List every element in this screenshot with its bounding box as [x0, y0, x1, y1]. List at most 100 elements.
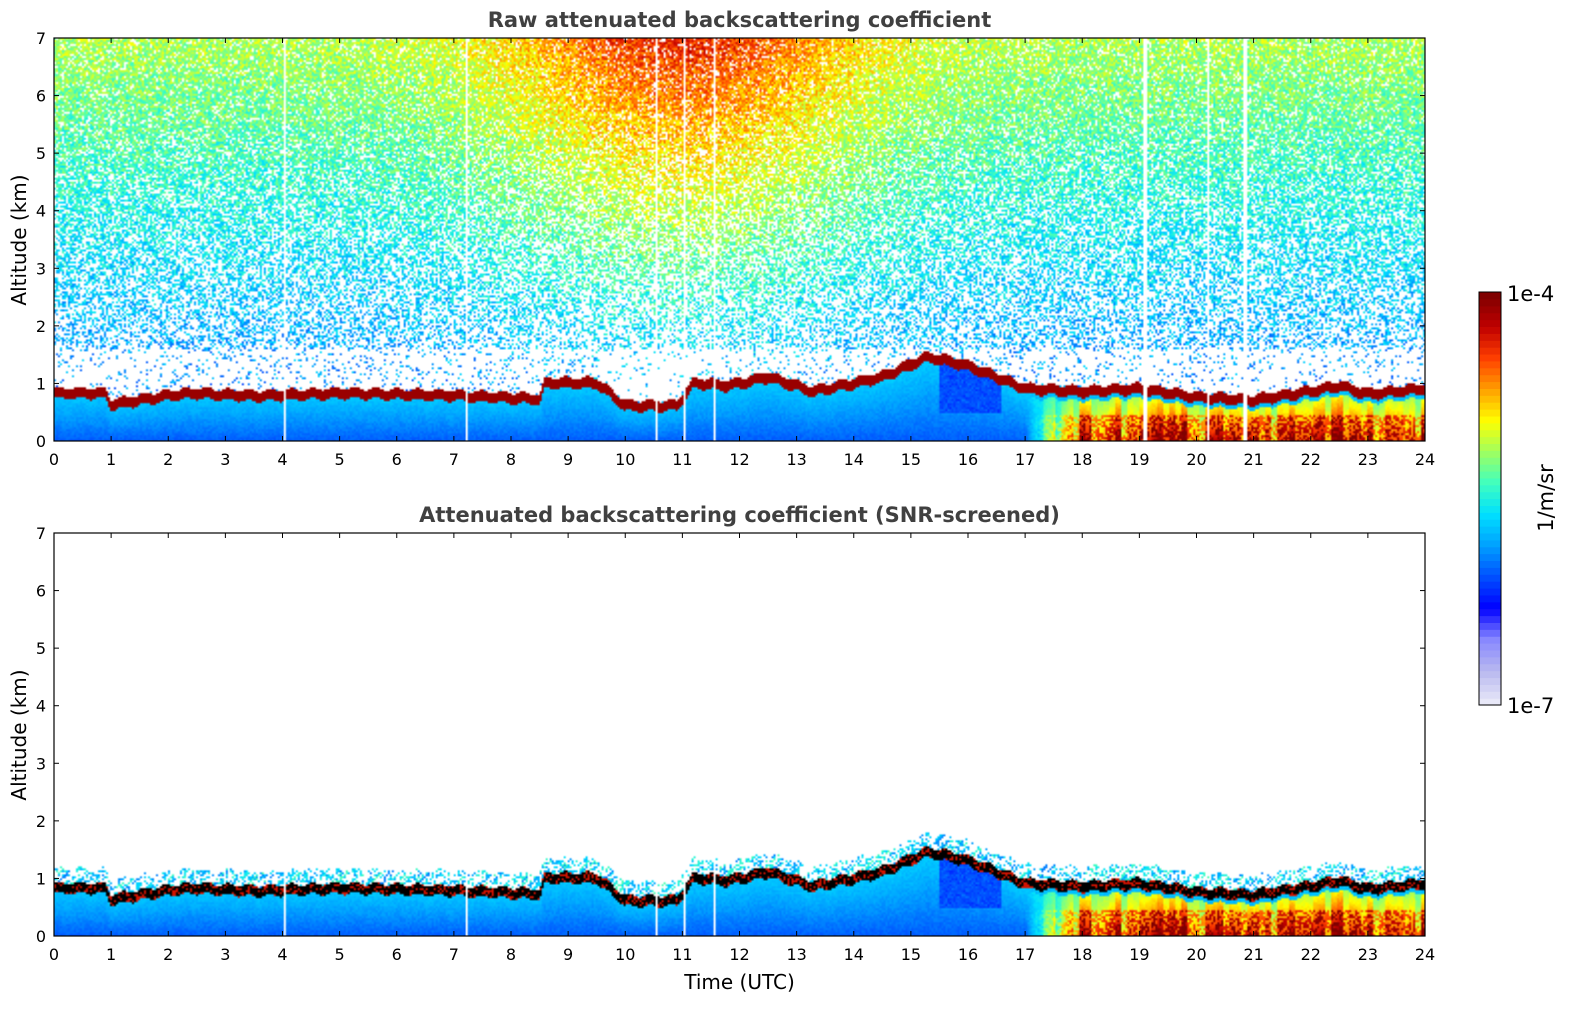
x-tick-label: 11 [672, 945, 692, 964]
colorbar-step [1479, 326, 1501, 334]
colorbar-step [1479, 477, 1501, 486]
colorbar-step [1479, 319, 1501, 328]
colorbar-step [1479, 388, 1501, 396]
colorbar-step [1479, 601, 1501, 610]
panel-screened-heatmap [54, 533, 1425, 936]
panel-raw-y-ticks: 0 1 2 3 4 5 6 7 [36, 29, 1425, 451]
x-tick-label: 19 [1129, 945, 1149, 964]
x-tick-label: 18 [1072, 450, 1092, 469]
x-tick-label: 14 [844, 450, 864, 469]
colorbar-step [1479, 305, 1501, 314]
colorbar-step [1479, 443, 1501, 451]
x-tick-label: 12 [729, 450, 749, 469]
colorbar-step [1479, 429, 1501, 438]
colorbar-step [1479, 594, 1501, 603]
panel-screened-xlabel: Time (UTC) [683, 970, 795, 994]
y-tick-label: 4 [36, 202, 46, 221]
colorbar-step [1479, 608, 1501, 617]
x-tick-label: 16 [958, 450, 978, 469]
x-tick-label: 21 [1243, 450, 1263, 469]
y-tick-label: 3 [36, 754, 46, 773]
colorbar-step [1479, 519, 1501, 527]
colorbar-step [1479, 374, 1501, 383]
colorbar-step [1479, 587, 1501, 596]
colorbar-step [1479, 698, 1501, 706]
x-tick-label: 1 [106, 945, 116, 964]
y-tick-label: 2 [36, 317, 46, 336]
colorbar-step [1479, 353, 1501, 362]
colorbar-step [1479, 691, 1501, 699]
colorbar-step [1479, 402, 1501, 410]
colorbar-step [1479, 663, 1501, 672]
colorbar-step [1479, 560, 1501, 568]
panel-screened-ylabel: Altitude (km) [7, 669, 31, 800]
colorbar-step [1479, 347, 1501, 355]
colorbar-step [1479, 436, 1501, 445]
x-tick-label: 21 [1243, 945, 1263, 964]
y-tick-label: 1 [36, 374, 46, 393]
y-tick-label: 0 [36, 432, 46, 451]
x-tick-label: 11 [672, 450, 692, 469]
colorbar-step [1479, 491, 1501, 500]
x-tick-label: 12 [729, 945, 749, 964]
x-tick-label: 15 [901, 450, 921, 469]
y-tick-label: 6 [36, 582, 46, 601]
panel-screened-x-ticks: 0 1 2 3 4 5 6 7 8 9 10 11 12 13 14 15 16 17 18 19 20 21 22 23 24 [49, 533, 1435, 964]
colorbar-step [1479, 643, 1501, 651]
colorbar-step [1479, 464, 1501, 472]
colorbar-step [1479, 381, 1501, 389]
colorbar-min-label: 1e-7 [1507, 694, 1554, 718]
panel-screened-plot-area [54, 533, 1425, 936]
panel-raw-ylabel: Altitude (km) [7, 174, 31, 305]
y-tick-label: 6 [36, 87, 46, 106]
x-tick-label: 4 [277, 945, 287, 964]
colorbar-step [1479, 415, 1501, 424]
x-tick-label: 4 [277, 450, 287, 469]
x-tick-label: 17 [1015, 450, 1035, 469]
colorbar-step [1479, 360, 1501, 369]
x-tick-label: 6 [392, 945, 402, 964]
colorbar-step [1479, 684, 1501, 692]
x-tick-label: 3 [220, 450, 230, 469]
x-tick-label: 17 [1015, 945, 1035, 964]
x-tick-label: 6 [392, 450, 402, 469]
panel-raw-heatmap [54, 38, 1425, 441]
x-tick-label: 1 [106, 450, 116, 469]
x-tick-label: 20 [1186, 945, 1206, 964]
colorbar-step [1479, 340, 1501, 348]
colorbar-step [1479, 629, 1501, 637]
colorbar-step [1479, 457, 1501, 465]
y-tick-label: 1 [36, 869, 46, 888]
y-tick-label: 3 [36, 259, 46, 278]
panel-raw: Raw attenuated backscattering coefficien… [7, 8, 1435, 469]
colorbar-step [1479, 539, 1501, 548]
x-tick-label: 15 [901, 945, 921, 964]
colorbar-step [1479, 670, 1501, 679]
colorbar-step [1479, 656, 1501, 665]
colorbar: 1e-4 1e-7 1/m/sr [1478, 282, 1558, 718]
y-tick-label: 7 [36, 29, 46, 48]
colorbar-step [1479, 649, 1501, 658]
x-tick-label: 0 [49, 450, 59, 469]
x-tick-label: 24 [1415, 945, 1435, 964]
x-tick-label: 23 [1358, 450, 1378, 469]
x-tick-label: 8 [506, 450, 516, 469]
x-tick-label: 16 [958, 945, 978, 964]
y-tick-label: 0 [36, 927, 46, 946]
colorbar-units-label: 1/m/sr [1534, 464, 1558, 532]
colorbar-max-label: 1e-4 [1507, 282, 1554, 306]
x-tick-label: 20 [1186, 450, 1206, 469]
x-tick-label: 10 [615, 450, 635, 469]
colorbar-step [1479, 470, 1501, 479]
x-tick-label: 7 [449, 450, 459, 469]
x-tick-label: 2 [163, 945, 173, 964]
colorbar-step [1479, 450, 1501, 458]
colorbar-step [1479, 574, 1501, 582]
x-tick-label: 10 [615, 945, 635, 964]
panel-raw-plot-area [54, 38, 1425, 441]
x-tick-label: 3 [220, 945, 230, 964]
x-tick-label: 9 [563, 945, 573, 964]
x-tick-label: 7 [449, 945, 459, 964]
panel-screened-title: Attenuated backscattering coefficient (S… [419, 503, 1060, 527]
x-tick-label: 14 [844, 945, 864, 964]
